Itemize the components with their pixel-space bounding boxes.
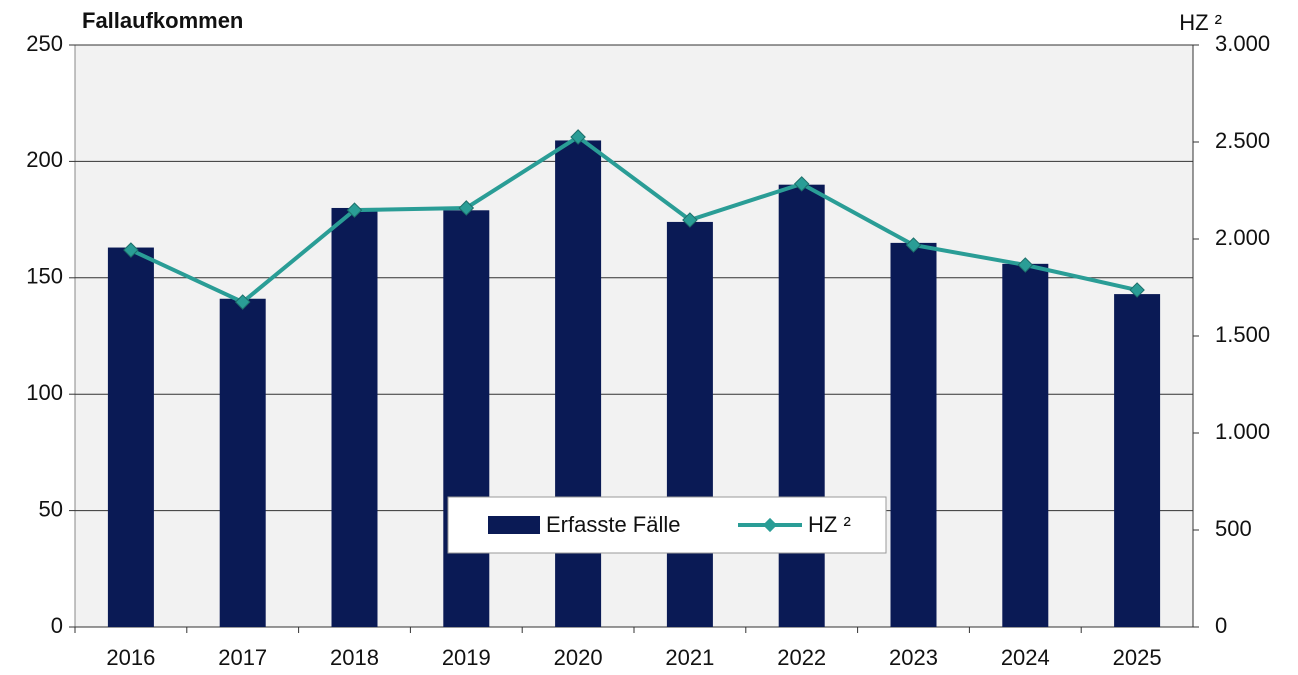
legend-label: Erfasste Fälle bbox=[546, 512, 681, 537]
marker bbox=[570, 129, 586, 145]
y2-tick-label: 2.000 bbox=[1215, 225, 1270, 250]
line bbox=[130, 134, 1138, 305]
marker bbox=[1129, 282, 1145, 298]
y-tick-label: 250 bbox=[26, 31, 63, 56]
x-tick-label: 2020 bbox=[554, 645, 603, 670]
bar bbox=[331, 207, 378, 627]
legend-marker bbox=[762, 517, 778, 533]
bar bbox=[666, 221, 713, 628]
bar bbox=[778, 184, 825, 627]
bar bbox=[107, 247, 154, 627]
x-tick-label: 2024 bbox=[1001, 645, 1050, 670]
x-tick-label: 2017 bbox=[218, 645, 267, 670]
legend-label: HZ ² bbox=[808, 512, 851, 537]
y-tick-label: 50 bbox=[39, 496, 63, 521]
marker bbox=[905, 237, 922, 253]
y2-tick-label: 0 bbox=[1215, 613, 1227, 638]
bar bbox=[1114, 294, 1161, 627]
x-tick-label: 2019 bbox=[442, 645, 491, 670]
y2-tick-label: 2.500 bbox=[1215, 128, 1270, 153]
y2-tick-label: 1.500 bbox=[1215, 322, 1270, 347]
y2-tick-label: 1.000 bbox=[1215, 419, 1270, 444]
bar bbox=[890, 242, 937, 627]
y-tick-label: 0 bbox=[51, 613, 63, 638]
x-tick-label: 2025 bbox=[1113, 645, 1162, 670]
x-tick-label: 2022 bbox=[777, 645, 826, 670]
x-tick-label: 2016 bbox=[106, 645, 155, 670]
y-tick-label: 100 bbox=[26, 380, 63, 405]
marker bbox=[793, 176, 810, 192]
x-tick-label: 2021 bbox=[665, 645, 714, 670]
y2-tick-label: 3.000 bbox=[1215, 31, 1270, 56]
y-tick-label: 150 bbox=[26, 264, 63, 289]
x-tick-label: 2023 bbox=[889, 645, 938, 670]
x-tick-label: 2018 bbox=[330, 645, 379, 670]
y-axis-title: Fallaufkommen bbox=[82, 8, 243, 33]
y2-tick-label: 500 bbox=[1215, 516, 1252, 541]
marker bbox=[1017, 257, 1034, 273]
y-tick-label: 200 bbox=[26, 147, 63, 172]
marker bbox=[346, 202, 363, 218]
bar bbox=[1002, 263, 1049, 627]
y2-axis-title: HZ ² bbox=[1179, 10, 1222, 35]
bar bbox=[555, 140, 602, 627]
marker bbox=[234, 294, 251, 310]
bar bbox=[443, 210, 490, 627]
marker bbox=[682, 212, 698, 228]
marker bbox=[458, 200, 475, 216]
bar bbox=[219, 298, 266, 627]
legend-swatch bbox=[488, 516, 540, 534]
marker bbox=[123, 242, 139, 258]
